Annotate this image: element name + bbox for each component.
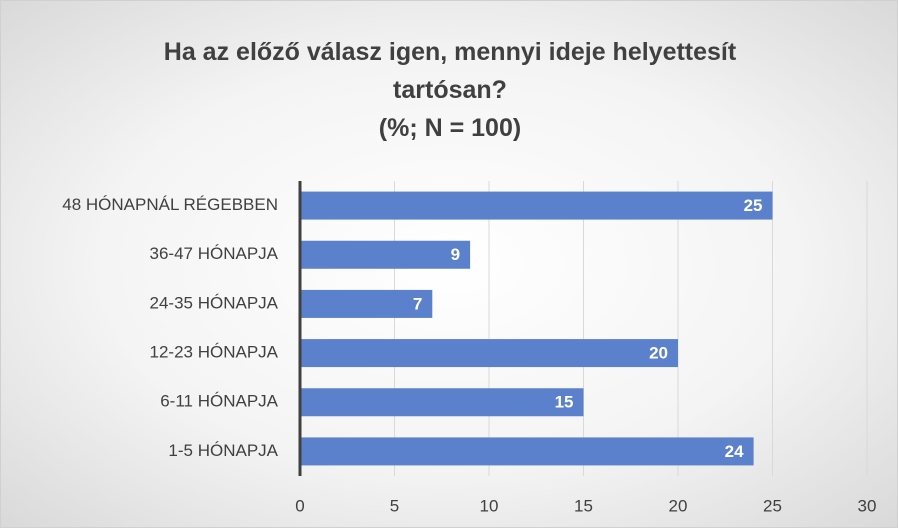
bar xyxy=(300,437,754,466)
chart-title: Ha az előző válasz igen, mennyi ideje he… xyxy=(163,38,737,104)
bar xyxy=(300,339,678,368)
x-tick-label: 5 xyxy=(390,496,399,515)
x-tick-label: 30 xyxy=(858,496,877,515)
bar xyxy=(300,289,433,318)
data-label: 25 xyxy=(744,196,763,215)
y-tick-label: 6-11 HÓNAPJA xyxy=(160,392,278,411)
chart-title-block: Ha az előző válasz igen, mennyi ideje he… xyxy=(130,33,770,147)
data-label: 24 xyxy=(725,442,744,461)
x-tick-label: 20 xyxy=(669,496,688,515)
chart-subtitle: (%; N = 100) xyxy=(378,114,522,142)
x-tick-label: 10 xyxy=(480,496,499,515)
y-tick-label: 36-47 HÓNAPJA xyxy=(150,244,279,263)
data-label: 20 xyxy=(649,344,668,363)
y-tick-label: 24-35 HÓNAPJA xyxy=(150,293,279,312)
data-label: 7 xyxy=(413,294,422,313)
data-label: 9 xyxy=(451,245,460,264)
y-tick-label: 48 HÓNAPNÁL RÉGEBBEN xyxy=(62,195,278,214)
bar xyxy=(300,388,584,417)
x-tick-label: 25 xyxy=(763,496,782,515)
bar xyxy=(300,240,471,269)
data-label: 15 xyxy=(555,393,574,412)
x-tick-label: 0 xyxy=(295,496,304,515)
y-tick-label: 1-5 HÓNAPJA xyxy=(168,441,278,460)
y-tick-label: 12-23 HÓNAPJA xyxy=(150,343,279,362)
x-tick-label: 15 xyxy=(574,496,593,515)
bar xyxy=(300,191,773,220)
